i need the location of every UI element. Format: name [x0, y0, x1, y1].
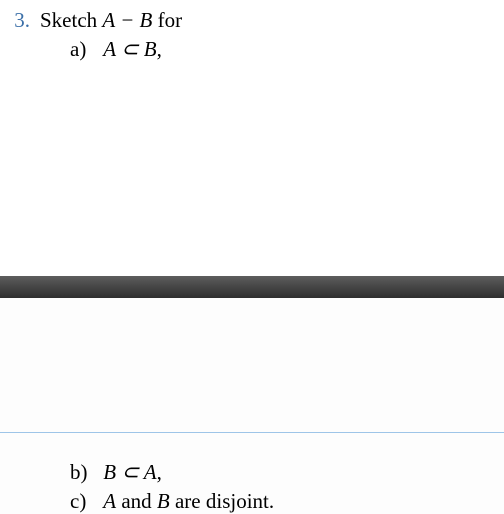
- sub-label-b: b): [70, 460, 98, 485]
- sub-tail-b: ,: [157, 460, 162, 484]
- question-line: 3. Sketch A − B for: [0, 8, 504, 33]
- sub-math-a: A ⊂ B: [103, 37, 156, 61]
- question-number: 3.: [0, 8, 40, 33]
- sub-math-b: B ⊂ A: [103, 460, 156, 484]
- prompt-math: A − B: [102, 8, 152, 32]
- post-c: are disjoint.: [170, 489, 274, 513]
- sub-item-c: c) A and B are disjoint.: [0, 489, 274, 514]
- divider-bar: [0, 276, 504, 298]
- math-c-B: B: [157, 489, 170, 513]
- prompt-pre: Sketch: [40, 8, 102, 32]
- sub-text-c: A and B are disjoint.: [103, 489, 274, 513]
- sub-item-a: a) A ⊂ B,: [0, 37, 504, 62]
- mid-c: and: [116, 489, 157, 513]
- sub-label-a: a): [70, 37, 98, 62]
- horizontal-rule: [0, 432, 504, 433]
- math-b-expr: B ⊂ A: [103, 460, 156, 484]
- sub-label-c: c): [70, 489, 98, 514]
- question-block: 3. Sketch A − B for a) A ⊂ B,: [0, 0, 504, 62]
- sub-item-b: b) B ⊂ A,: [0, 460, 274, 485]
- question-prompt: Sketch A − B for: [40, 8, 182, 33]
- lower-items: b) B ⊂ A, c) A and B are disjoint.: [0, 456, 274, 514]
- prompt-post: for: [152, 8, 182, 32]
- math-a-expr: A ⊂ B: [103, 37, 156, 61]
- sub-tail-a: ,: [157, 37, 162, 61]
- math-c-A: A: [103, 489, 116, 513]
